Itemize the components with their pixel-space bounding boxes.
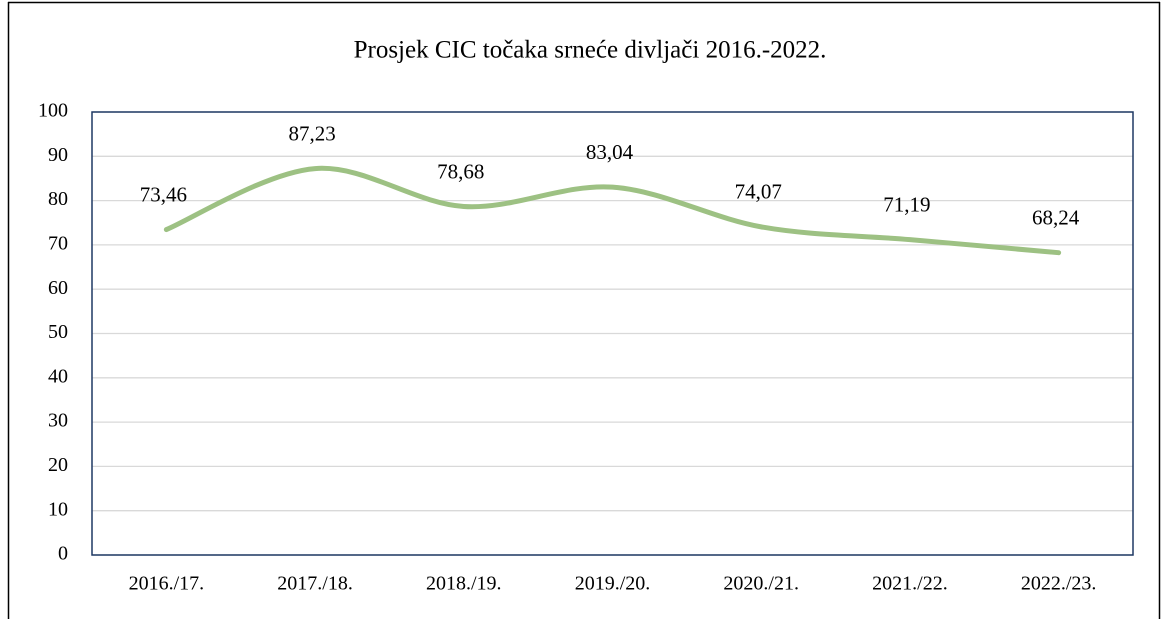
line bbox=[163, 165, 1062, 256]
plot-border bbox=[91, 111, 1134, 556]
x-tick-label: 2021./22. bbox=[872, 573, 948, 595]
y-tick-label: 100 bbox=[38, 100, 68, 122]
y-tick-label: 10 bbox=[48, 498, 68, 520]
y-tick-label: 40 bbox=[48, 365, 68, 387]
y-tick-label: 30 bbox=[48, 410, 68, 432]
x-tick-label: 2022./23. bbox=[1021, 573, 1097, 595]
y-tick-label: 0 bbox=[58, 543, 68, 565]
x-tick-label: 2018./19. bbox=[426, 573, 502, 595]
x-tick-label: 2020./21. bbox=[723, 573, 799, 595]
x-tick-label: 2017./18. bbox=[277, 573, 353, 595]
x-tick-label: 2016./17. bbox=[129, 573, 205, 595]
y-tick-label: 20 bbox=[48, 454, 68, 476]
y-tick-label: 70 bbox=[48, 232, 68, 254]
y-tick-label: 90 bbox=[48, 144, 68, 166]
data-label: 87,23 bbox=[288, 121, 335, 145]
data-label: 68,24 bbox=[1032, 206, 1080, 230]
data-label: 73,46 bbox=[140, 182, 187, 206]
grid bbox=[91, 111, 1134, 556]
data-label: 83,04 bbox=[586, 140, 634, 164]
y-tick-label: 80 bbox=[48, 188, 68, 210]
data-label: 78,68 bbox=[437, 159, 484, 183]
y-tick-label: 50 bbox=[48, 321, 68, 343]
data-label: 71,19 bbox=[883, 192, 930, 216]
marks: 73,46 87,23 78,68 83,04 74,07 71,19 68,24 bbox=[140, 121, 1080, 256]
x-tick-label: 2019./20. bbox=[575, 573, 651, 595]
chart-title: Prosjek CIC točaka srneće divljači 2016.… bbox=[354, 37, 827, 64]
y-tick-label: 60 bbox=[48, 277, 68, 299]
data-label: 74,07 bbox=[735, 180, 782, 204]
